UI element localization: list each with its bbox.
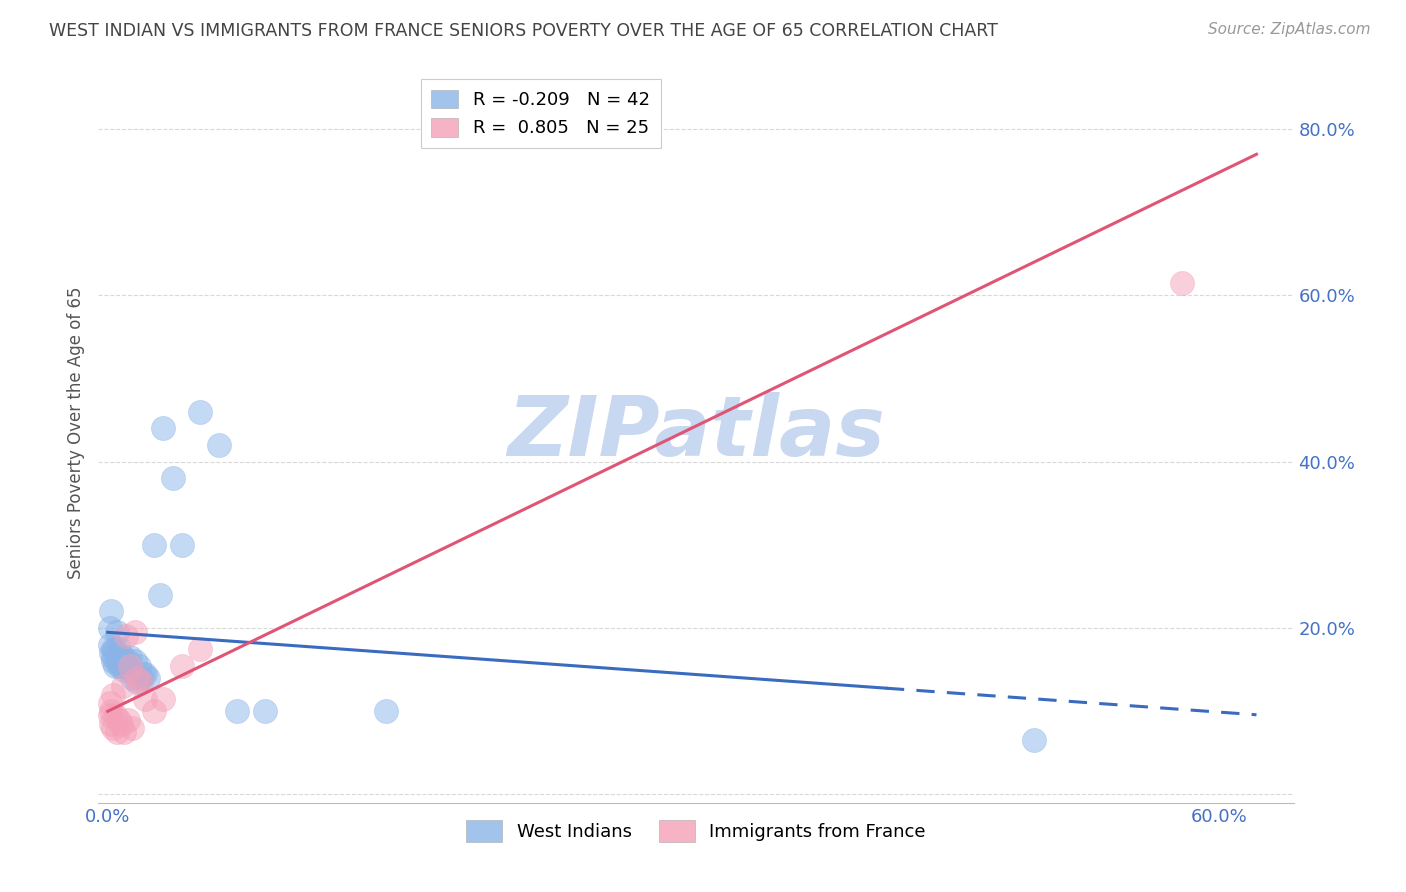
Point — [118, 658, 141, 673]
Point — [134, 691, 156, 706]
Point — [121, 671, 143, 685]
Point — [112, 725, 135, 739]
Point — [152, 691, 174, 706]
Y-axis label: Seniors Poverty Over the Age of 65: Seniors Poverty Over the Age of 65 — [66, 286, 84, 579]
Point — [117, 713, 139, 727]
Point — [226, 704, 249, 718]
Point — [132, 666, 155, 681]
Point — [124, 654, 146, 668]
Point — [188, 641, 211, 656]
Point — [103, 721, 125, 735]
Point — [98, 638, 121, 652]
Text: ZIPatlas: ZIPatlas — [508, 392, 884, 473]
Point — [129, 671, 152, 685]
Point — [100, 605, 122, 619]
Point — [124, 625, 146, 640]
Point — [111, 658, 134, 673]
Point — [105, 625, 128, 640]
Point — [143, 704, 166, 718]
Point — [112, 654, 135, 668]
Point — [105, 654, 128, 668]
Point — [170, 658, 193, 673]
Point — [374, 704, 396, 718]
Point — [134, 666, 156, 681]
Point — [208, 438, 231, 452]
Point — [104, 641, 127, 656]
Point — [117, 654, 139, 668]
Text: Source: ZipAtlas.com: Source: ZipAtlas.com — [1208, 22, 1371, 37]
Point — [115, 629, 138, 643]
Point — [103, 641, 125, 656]
Point — [100, 716, 122, 731]
Point — [110, 658, 132, 673]
Point — [128, 658, 150, 673]
Point — [110, 650, 132, 665]
Point — [115, 658, 138, 673]
Point — [170, 538, 193, 552]
Point — [98, 621, 121, 635]
Legend: West Indians, Immigrants from France: West Indians, Immigrants from France — [458, 813, 934, 849]
Point — [104, 658, 127, 673]
Point — [162, 471, 184, 485]
Point — [98, 696, 121, 710]
Point — [118, 650, 141, 665]
Point — [127, 671, 149, 685]
Point — [110, 716, 132, 731]
Point — [152, 421, 174, 435]
Point — [111, 650, 134, 665]
Point — [127, 675, 149, 690]
Point — [122, 666, 145, 681]
Point — [103, 650, 125, 665]
Point — [98, 708, 121, 723]
Point — [104, 708, 127, 723]
Point — [107, 641, 129, 656]
Point — [100, 646, 122, 660]
Point — [148, 588, 170, 602]
Text: WEST INDIAN VS IMMIGRANTS FROM FRANCE SENIORS POVERTY OVER THE AGE OF 65 CORRELA: WEST INDIAN VS IMMIGRANTS FROM FRANCE SE… — [49, 22, 998, 40]
Point — [121, 721, 143, 735]
Point — [188, 405, 211, 419]
Point — [107, 713, 129, 727]
Point — [100, 704, 122, 718]
Point — [103, 654, 125, 668]
Point — [254, 704, 277, 718]
Point — [107, 658, 129, 673]
Point — [112, 663, 135, 677]
Point — [1171, 276, 1194, 290]
Point — [138, 671, 160, 685]
Point — [143, 538, 166, 552]
Point — [129, 675, 152, 690]
Point — [111, 679, 134, 693]
Point — [105, 725, 128, 739]
Point — [103, 688, 125, 702]
Point — [1024, 733, 1046, 747]
